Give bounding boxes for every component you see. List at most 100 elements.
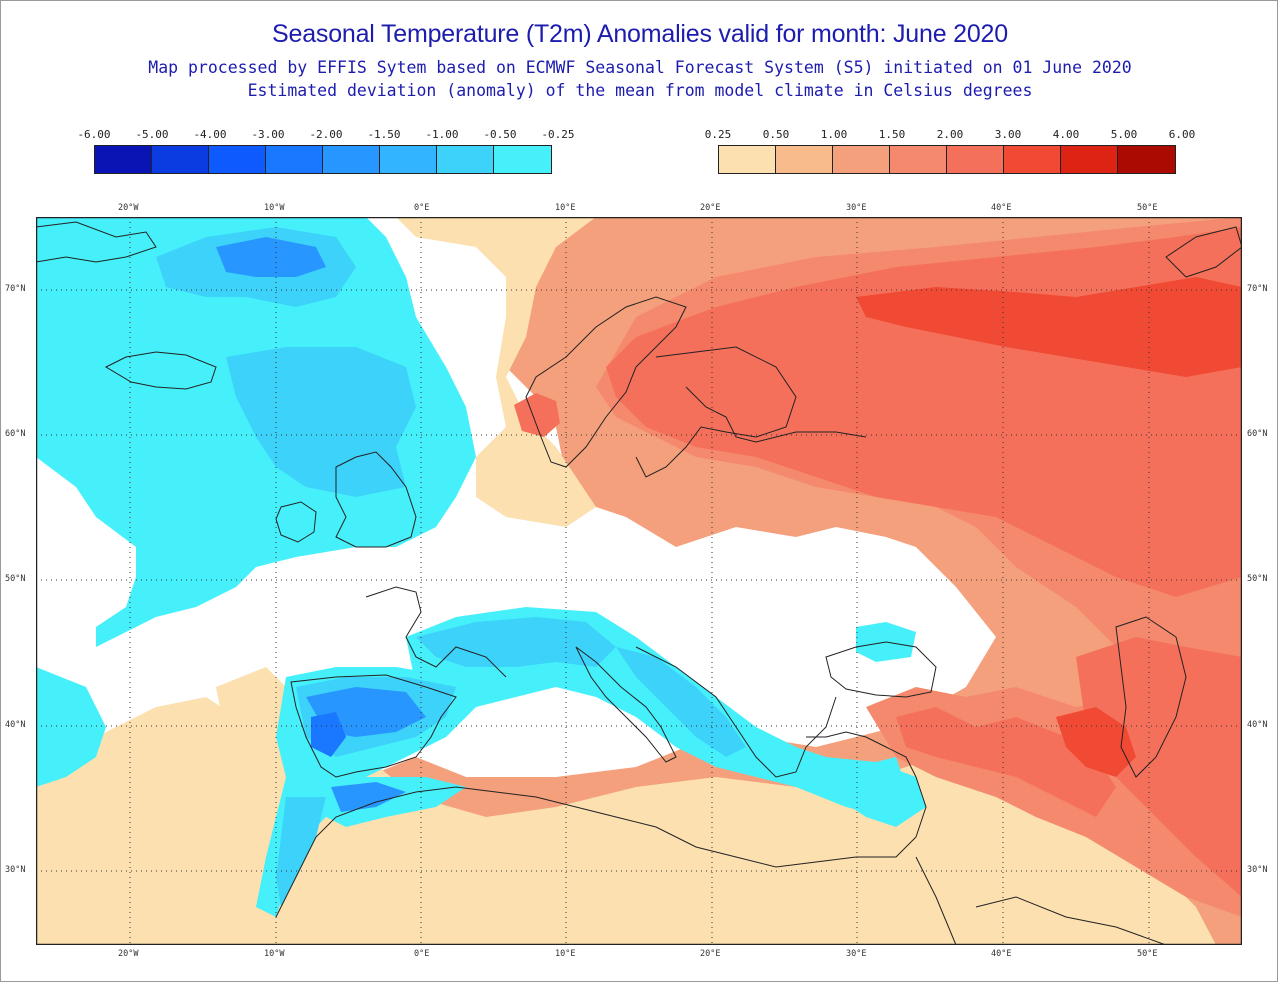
legend-negative-swatch-1	[152, 146, 209, 173]
lon-label-bottom-10e: 10°E	[555, 949, 576, 959]
anomaly-zone-cool-east-med	[826, 757, 926, 827]
anomaly-zone-cool-strong-morocco	[331, 782, 406, 812]
lat-label-right-30n: 30°N	[1247, 865, 1268, 875]
lat-label-left-60n: 60°N	[5, 429, 26, 439]
graticule	[36, 217, 1242, 945]
legend-positive-label-5: 3.00	[994, 128, 1022, 141]
lon-label-bottom-10w: 10°W	[264, 949, 285, 959]
coast-britain	[335, 451, 417, 548]
legend-negative-label-6: -1.00	[425, 128, 459, 141]
legend-positive-swatch-1	[776, 146, 833, 173]
lon-label-top-50e: 50°E	[1137, 203, 1158, 213]
anomaly-zone-hot-core-urals	[856, 277, 1242, 377]
lat-label-left-40n: 40°N	[5, 720, 26, 730]
lat-label-left-70n: 70°N	[5, 284, 26, 294]
legend-positive-swatch-2	[833, 146, 890, 173]
lon-label-top-40e: 40°E	[991, 203, 1012, 213]
legend-negative-label-7: -0.50	[483, 128, 517, 141]
legend-negative-swatch-3	[266, 146, 323, 173]
legend-negative-swatch-7	[494, 146, 551, 173]
lat-label-left-50n: 50°N	[5, 574, 26, 584]
lat-label-left-30n: 30°N	[5, 865, 26, 875]
coast-greenland	[36, 221, 157, 263]
anomaly-zone-cool-mid-maghreb	[276, 797, 326, 907]
legend-negative-label-5: -1.50	[367, 128, 401, 141]
anomaly-zone-warm-strong-norway	[514, 393, 560, 437]
coast-red-sea	[915, 856, 957, 945]
coast-black-sea	[825, 641, 937, 698]
coast-iceland	[104, 351, 217, 390]
coast-finland-sweden	[635, 346, 797, 478]
coast-italy	[575, 646, 677, 763]
coast-gulf-bothnia	[685, 386, 867, 443]
legend-negative-label-8: -0.25	[541, 128, 575, 141]
anomaly-zone-warm-strong-caspian	[1076, 637, 1242, 897]
lon-label-bottom-30e: 30°E	[846, 949, 867, 959]
legend-positive-swatch-5	[1004, 146, 1061, 173]
anomaly-zone-cool-mid-norwegian-sea	[226, 347, 416, 497]
anomaly-map-canvas	[36, 217, 1242, 945]
lon-label-top-10w: 10°W	[264, 203, 285, 213]
anomaly-zone-cool-atlantic-west	[36, 667, 106, 787]
legend-negative-swatches	[94, 145, 552, 174]
coastlines	[36, 221, 1242, 945]
legend-positive-label-4: 2.00	[936, 128, 964, 141]
legend-positive-label-1: 0.50	[762, 128, 790, 141]
anomaly-map: 20°W 10°W 0°E 10°E 20°E 30°E 40°E 50°E 2…	[5, 203, 1267, 959]
lon-label-top-30e: 30°E	[846, 203, 867, 213]
legend-positive-swatches	[718, 145, 1176, 174]
lat-label-right-40n: 40°N	[1247, 720, 1268, 730]
anomaly-zone-cool-mid-balkans	[616, 647, 746, 757]
lon-label-bottom-50e: 50°E	[1137, 949, 1158, 959]
legend-negative-label-4: -2.00	[309, 128, 343, 141]
legend-negative-label-2: -4.00	[193, 128, 227, 141]
anomaly-zone-warm-pale-iberia-west	[216, 667, 296, 757]
anomaly-zone-warm-strong-iran	[896, 707, 1116, 817]
anomaly-zone-hot-core-caucasus	[1056, 707, 1136, 777]
coast-iberia	[290, 674, 457, 778]
legend-negative-label-1: -5.00	[135, 128, 169, 141]
map-subtitle-source: Map processed by EFFIS Sytem based on EC…	[148, 58, 1132, 77]
lat-label-right-50n: 50°N	[1247, 574, 1268, 584]
coast-novaya-zemlya	[1165, 226, 1242, 278]
lon-label-top-0e: 0°E	[414, 203, 430, 213]
legend-positive-swatch-0	[719, 146, 776, 173]
legend-positive-label-7: 5.00	[1110, 128, 1138, 141]
lat-label-right-60n: 60°N	[1247, 429, 1268, 439]
coast-europe-west	[365, 586, 507, 678]
coast-ireland	[275, 501, 317, 543]
map-title: Seasonal Temperature (T2m) Anomalies val…	[272, 20, 1008, 48]
legend-negative-label-3: -3.00	[251, 128, 285, 141]
anomaly-zone-cool-strong-greenland	[216, 237, 326, 277]
lon-label-top-20w: 20°W	[118, 203, 139, 213]
legend-positive-swatch-6	[1061, 146, 1118, 173]
legend-negative-swatch-2	[209, 146, 266, 173]
lon-label-bottom-20w: 20°W	[118, 949, 139, 959]
legend-positive-label-8: 6.00	[1168, 128, 1196, 141]
coast-scandinavia	[525, 296, 687, 468]
map-subtitle-units: Estimated deviation (anomaly) of the mea…	[247, 81, 1033, 100]
coast-arabia	[975, 896, 1167, 945]
lon-label-top-10e: 10°E	[555, 203, 576, 213]
lon-label-top-20e: 20°E	[700, 203, 721, 213]
coast-north-africa	[275, 786, 917, 918]
lon-label-bottom-0e: 0°E	[414, 949, 430, 959]
legend-positive-label-0: 0.25	[704, 128, 732, 141]
legend-positive-swatch-7	[1118, 146, 1175, 173]
lon-label-bottom-20e: 20°E	[700, 949, 721, 959]
legend-positive-label-2: 1.00	[820, 128, 848, 141]
legend-positive-swatch-4	[947, 146, 1004, 173]
coast-caspian	[1115, 616, 1187, 778]
legend-negative-swatch-5	[380, 146, 437, 173]
lon-label-bottom-40e: 40°E	[991, 949, 1012, 959]
legend-positive-label-6: 4.00	[1052, 128, 1080, 141]
map-border	[36, 217, 1242, 945]
legend-negative-swatch-6	[437, 146, 494, 173]
legend-negative-swatch-4	[323, 146, 380, 173]
legend-negative-label-0: -6.00	[77, 128, 111, 141]
anomaly-zone-cool-mid-alps	[416, 617, 616, 667]
anomaly-zone-cool-strong-spain-south	[311, 712, 346, 757]
coast-levant	[806, 731, 927, 838]
legend-negative-swatch-0	[95, 146, 152, 173]
